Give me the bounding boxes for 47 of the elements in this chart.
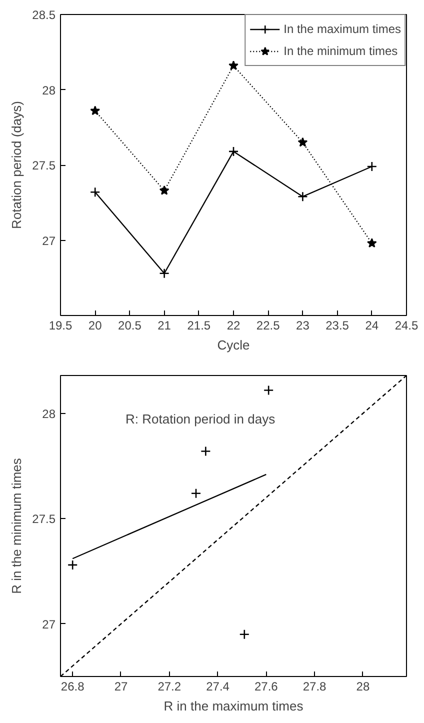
x-tick-label: 27.6 [254, 680, 278, 694]
point [159, 185, 170, 195]
x-tick-label: 21.5 [187, 318, 211, 332]
y-tick-label: 27.5 [32, 158, 56, 172]
y-tick-label: 28 [42, 83, 56, 98]
x-axis-title: Cycle [217, 338, 250, 352]
x-tick-label: 20 [88, 318, 102, 332]
point [228, 60, 238, 70]
x-tick-label: 27.4 [206, 680, 230, 694]
point [366, 161, 378, 172]
point [90, 106, 100, 116]
x-axis-title: R in the maximum times [164, 698, 304, 714]
point [239, 629, 250, 640]
point [228, 146, 239, 157]
point [298, 191, 308, 202]
point [67, 560, 78, 570]
x-tick-label: 26.8 [60, 680, 85, 694]
x-tick-label: 27.8 [302, 680, 327, 694]
x-tick-label: 22.5 [256, 318, 280, 332]
point [366, 238, 377, 248]
legend-label: In the maximum times [284, 22, 401, 36]
point [190, 488, 202, 499]
point [200, 446, 211, 456]
x-tick-label: 23.5 [326, 318, 350, 332]
y-tick-label: 28.5 [32, 8, 56, 22]
annotation: R: Rotation period in days [126, 412, 276, 426]
x-tick-label: 27 [114, 680, 128, 694]
y-tick-label: 27 [42, 234, 56, 248]
x-tick-label: 27.2 [158, 680, 182, 694]
x-tick-label: 23 [296, 318, 310, 332]
x-tick-label: 24 [365, 318, 379, 332]
y-axis-title: R in the minimum times [9, 458, 24, 594]
x-tick-label: 28 [356, 680, 370, 694]
legend-label: In the minimum times [284, 44, 398, 58]
point [298, 137, 308, 147]
x-tick-label: 22 [226, 318, 240, 332]
y-tick-label: 28 [42, 406, 56, 421]
point [263, 385, 274, 396]
point [159, 268, 170, 279]
point [90, 186, 100, 198]
y-tick-label: 27.5 [32, 512, 56, 526]
x-tick-label: 24.5 [394, 318, 419, 332]
x-tick-label: 21 [158, 318, 172, 332]
y-tick-label: 27 [42, 617, 56, 632]
x-tick-label: 19.5 [48, 318, 73, 332]
y-axis-title: Rotation period (days) [9, 101, 24, 229]
x-tick-label: 20.5 [118, 318, 142, 332]
